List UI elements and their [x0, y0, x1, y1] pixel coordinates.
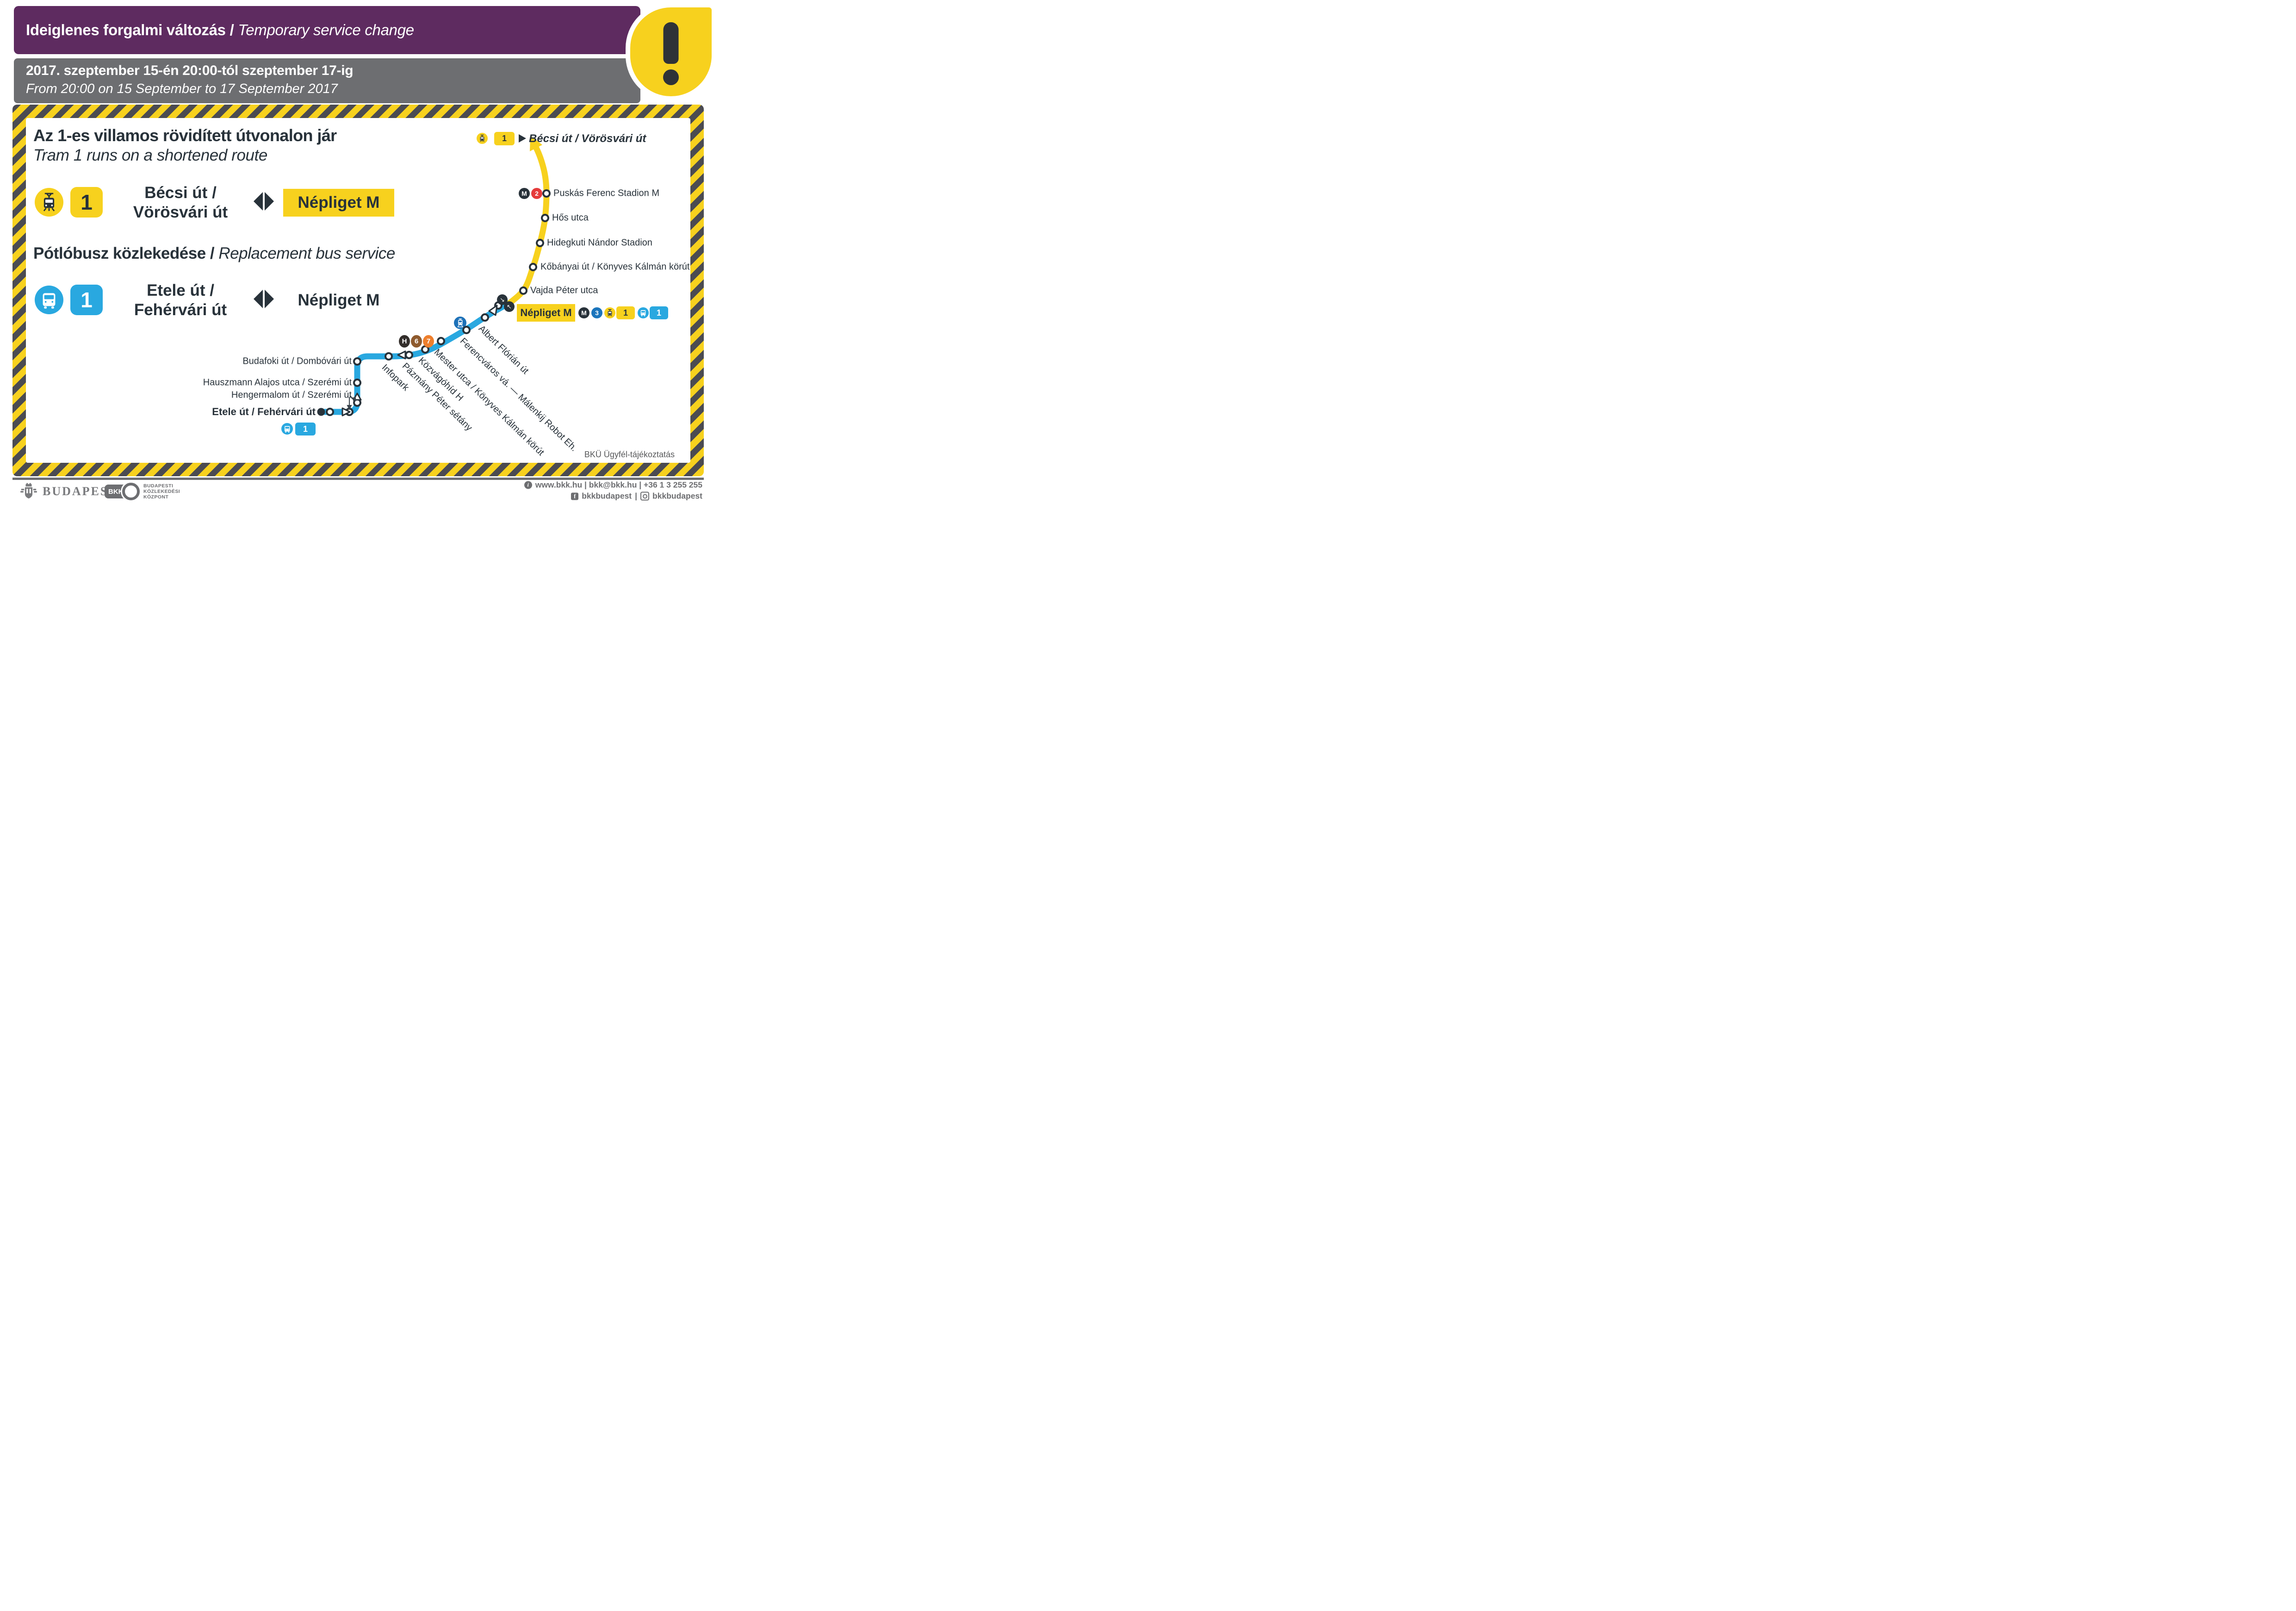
station-label: Puskás Ferenc Stadion M: [553, 188, 659, 199]
metro-logo-badge: M: [578, 307, 590, 318]
bus-terminus-line2: Fehérvári út: [134, 301, 227, 319]
instagram-icon: [640, 491, 650, 501]
tram-terminus-line1: Bécsi út /: [144, 184, 217, 202]
metro-line3-badge: 3: [591, 307, 602, 318]
title-english: Temporary service change: [238, 21, 414, 38]
bus-icon: [638, 307, 649, 318]
station-label: Vajda Péter utca: [530, 285, 598, 296]
terminal-bus-line-badge: 1: [295, 423, 316, 435]
bus-heading: Pótlóbusz közlekedése / Replacement bus …: [33, 244, 395, 263]
date-english: From 20:00 on 15 September to 17 Septemb…: [26, 81, 338, 96]
bus-line-badge: 1: [70, 285, 103, 315]
hev-badge: H: [399, 335, 410, 348]
station-label: Hős utca: [552, 212, 589, 223]
title-separator: /: [230, 21, 234, 38]
station-label: Hauszmann Alajos utca / Szerémi út: [203, 377, 352, 388]
station-label: Kőbányai út / Könyves Kálmán körút: [540, 261, 690, 272]
bus-terminus: Etele út / Fehérvári út: [111, 281, 250, 320]
social-separator: |: [635, 491, 638, 501]
legend-direction-arrow-icon: [519, 134, 526, 143]
title-bar: Ideiglenes forgalmi változás / Temporary…: [14, 6, 640, 54]
contact-line: i www.bkk.hu | bkk@bkk.hu | +36 1 3 255 …: [524, 480, 702, 490]
bus-heading-separator: /: [210, 244, 215, 262]
publisher-note: BKÜ Ügyfél-tájékoztatás: [584, 450, 675, 459]
facebook-handle: bkkbudapest: [582, 491, 632, 501]
date-hungarian: 2017. szeptember 15-én 20:00-tól szeptem…: [26, 63, 354, 78]
social-line: f bkkbudapest | bkkbudapest: [571, 491, 702, 501]
railway-station-icon: [454, 317, 466, 329]
bus-icon: [35, 286, 63, 314]
hev-line7-badge: 7: [423, 335, 434, 348]
footer-divider: [12, 478, 704, 480]
bus-heading-en: Replacement bus service: [218, 244, 395, 262]
hazard-stripe-frame: [12, 105, 704, 476]
instagram-handle: bkkbudapest: [652, 491, 702, 501]
nepliget-station-box: Népliget M: [517, 304, 575, 322]
bus-icon: [281, 423, 293, 435]
station-label: Budafoki út / Dombóvári út: [242, 356, 352, 367]
station-label: Hengermalom út / Szerémi út: [231, 390, 352, 400]
bidirectional-arrow-icon: [254, 192, 274, 211]
info-icon: i: [524, 481, 532, 489]
bidirectional-arrow-icon: [254, 290, 274, 308]
tram-destination-box: Népliget M: [283, 189, 394, 217]
service-change-poster: Ideiglenes forgalmi változás / Temporary…: [0, 0, 715, 502]
date-bar: 2017. szeptember 15-én 20:00-tól szeptem…: [14, 58, 640, 103]
tram-heading-hu: Az 1-es villamos rövidített útvonalon já…: [33, 126, 337, 145]
legend-tram-icon: [477, 133, 488, 144]
legend-destination: Bécsi út / Vörösvári út: [529, 132, 646, 145]
metro-line2-badge: 2: [531, 188, 542, 199]
hev-line6-badge: 6: [411, 335, 422, 348]
bus-destination: Népliget M: [298, 291, 380, 309]
legend-tram-line-badge: 1: [494, 132, 515, 145]
bkk-full-name: BUDAPESTI KÖZLEKEDÉSI KÖZPONT: [143, 483, 180, 500]
poster-title: Ideiglenes forgalmi változás / Temporary…: [26, 21, 414, 39]
exclamation-dot: [663, 69, 679, 85]
tram-heading-en: Tram 1 runs on a shortened route: [33, 146, 267, 164]
bus-line-mini-badge: 1: [650, 306, 668, 319]
title-hungarian: Ideiglenes forgalmi változás: [26, 21, 226, 38]
bkk-logo: BKK: [105, 483, 140, 500]
exclamation-bar: [663, 22, 679, 64]
tram-icon: [604, 307, 615, 318]
bkk-logo-wheel-icon: [122, 483, 140, 500]
contact-details: www.bkk.hu | bkk@bkk.hu | +36 1 3 255 25…: [535, 480, 702, 490]
tram-terminus-line2: Vörösvári út: [133, 203, 228, 221]
direction-arrow-icon: ↖: [504, 301, 515, 312]
tram-line-badge: 1: [70, 187, 103, 218]
bkk-logo-text: BKK: [108, 487, 124, 496]
bus-heading-hu: Pótlóbusz közlekedése: [33, 244, 206, 262]
tram-icon: [35, 188, 63, 217]
budapest-wordmark: BUDAPEST: [43, 485, 118, 498]
station-label: Hidegkuti Nándor Stadion: [547, 237, 652, 248]
bus-terminus-line1: Etele út /: [147, 281, 214, 299]
tram-terminus: Bécsi út / Vörösvári út: [111, 183, 250, 222]
warning-icon: [626, 3, 715, 101]
budapest-coat-of-arms: [20, 483, 37, 499]
metro-logo-badge: M: [519, 188, 530, 199]
tram-line-mini-badge: 1: [616, 306, 635, 319]
terminal-station-label: Etele út / Fehérvári út: [212, 406, 316, 417]
facebook-icon: f: [571, 492, 579, 500]
